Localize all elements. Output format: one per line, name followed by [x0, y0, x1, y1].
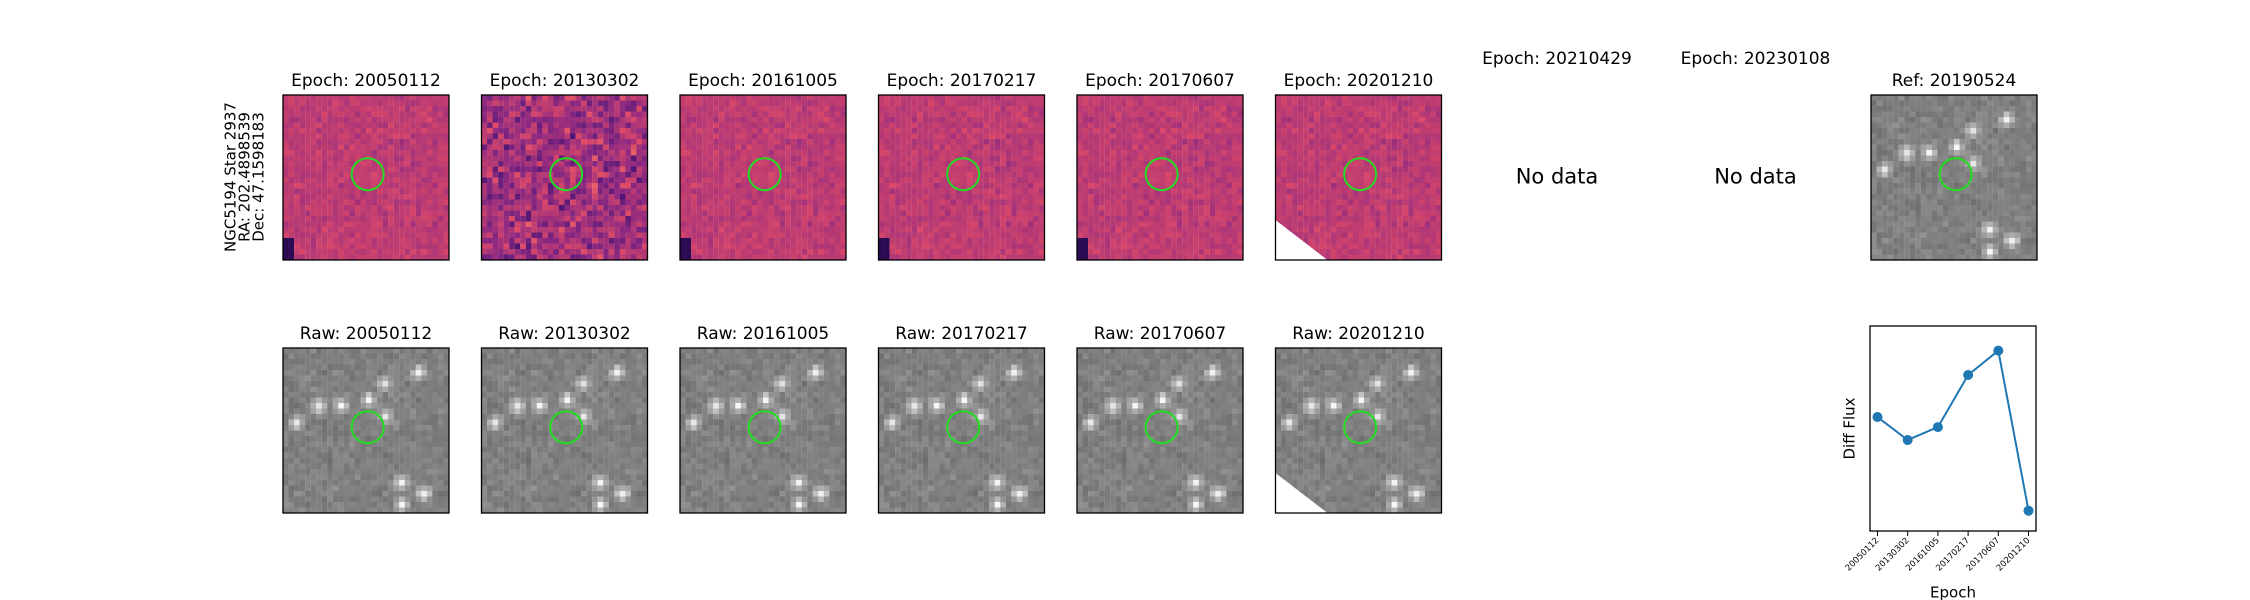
- image-panel: [481, 95, 648, 260]
- panel-frame: [1870, 94, 2038, 261]
- image-panel: [1871, 95, 2037, 260]
- panel-title: Epoch: 20201210: [1284, 71, 1434, 91]
- target-circle: [946, 410, 981, 445]
- panel-title: Raw: 20170217: [895, 324, 1028, 344]
- panel-title: Epoch: 20230108: [1681, 49, 1831, 69]
- target-circle: [1144, 410, 1179, 445]
- target-circle: [350, 157, 385, 192]
- image-panel: [680, 348, 846, 513]
- data-point: [1993, 345, 2004, 356]
- target-circle: [1343, 410, 1378, 445]
- target-circle: [946, 157, 981, 192]
- panel-frame: [679, 94, 847, 261]
- image-panel: [283, 95, 449, 260]
- panel-title: Epoch: 20130302: [490, 71, 640, 91]
- image-panel: [283, 348, 449, 513]
- image-panel: [878, 95, 1045, 260]
- target-dec: Dec: 47.1598183: [250, 112, 268, 242]
- image-panel: [680, 95, 846, 260]
- target-circle: [549, 157, 584, 192]
- target-circle: [747, 157, 782, 192]
- target-circle: [1938, 157, 1973, 192]
- data-point: [1902, 434, 1913, 445]
- panel-frame: [282, 94, 450, 261]
- target-ra: RA: 202.4898539: [236, 112, 254, 242]
- panel-frame: [877, 347, 1046, 514]
- no-data-region: [1275, 220, 1328, 260]
- target-circle: [747, 410, 782, 445]
- panel-title: Epoch: 20170217: [887, 71, 1037, 91]
- data-point: [1963, 369, 1974, 380]
- panel-title: Epoch: 20170607: [1085, 71, 1235, 91]
- panel-title: Epoch: 20161005: [688, 71, 838, 91]
- panel-frame: [1274, 94, 1443, 261]
- data-point: [1872, 412, 1883, 423]
- plot-frame: [1869, 325, 2037, 532]
- image-panel: [878, 348, 1045, 513]
- image-panel: [1077, 348, 1243, 513]
- panel-title: Raw: 20130302: [498, 324, 631, 344]
- panel-frame: [1274, 347, 1443, 514]
- panel-frame: [1076, 94, 1244, 261]
- panel-title: Raw: 20161005: [697, 324, 830, 344]
- no-data-region: [1275, 473, 1328, 513]
- panel-title: Raw: 20170607: [1094, 324, 1227, 344]
- panel-frame: [480, 94, 649, 261]
- panel-title: Raw: 20050112: [300, 324, 433, 344]
- panel-title: Ref: 20190524: [1892, 71, 2017, 91]
- image-panel: [1077, 95, 1243, 260]
- image-panel: [481, 348, 648, 513]
- x-axis-label: Epoch: [1930, 584, 1976, 600]
- panel-frame: [679, 347, 847, 514]
- target-circle: [350, 410, 385, 445]
- target-circle: [1144, 157, 1179, 192]
- data-point: [1932, 422, 1943, 433]
- no-data-text: No data: [1714, 165, 1797, 189]
- target-circle: [549, 410, 584, 445]
- panel-frame: [480, 347, 649, 514]
- panel-title: Epoch: 20050112: [291, 71, 441, 91]
- image-panel: [1275, 95, 1442, 260]
- panel-frame: [282, 347, 450, 514]
- panel-frame: [877, 94, 1046, 261]
- y-axis-label: Diff Flux: [1841, 397, 1859, 459]
- data-point: [2023, 505, 2034, 516]
- target-label: NGC5194 Star 2937 RA: 202.4898539 Dec: 4…: [222, 102, 268, 252]
- data-line: [1876, 348, 2030, 511]
- panel-title: Epoch: 20210429: [1482, 49, 1632, 69]
- target-name: NGC5194 Star 2937: [222, 102, 240, 252]
- target-circle: [1343, 157, 1378, 192]
- panel-frame: [1076, 347, 1244, 514]
- panel-title: Raw: 20201210: [1292, 324, 1425, 344]
- image-panel: [1275, 348, 1442, 513]
- no-data-text: No data: [1516, 165, 1599, 189]
